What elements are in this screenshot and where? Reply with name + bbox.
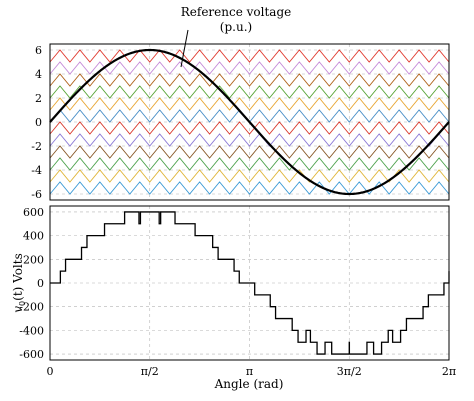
y-axis-label-rest: (t) Volts — [11, 253, 25, 301]
bottom-y-tick-label: -600 — [19, 348, 44, 361]
bottom-x-tick-labels: 0 π/2 π 3π/2 2π — [47, 365, 457, 378]
annotation-arrow — [180, 29, 189, 68]
top-y-tick-label: 4 — [35, 68, 42, 81]
bottom-y-tick-label: -400 — [19, 324, 44, 337]
annotation-text-line2: (p.u.) — [220, 20, 252, 34]
carrier-wave — [49, 145, 450, 159]
carrier-wave — [49, 73, 450, 87]
y-axis-label-sub: 0 — [18, 301, 27, 306]
bottom-x-tick-label: 3π/2 — [337, 365, 362, 378]
top-y-tick-label: -6 — [31, 188, 42, 201]
carrier-wave — [49, 181, 450, 195]
top-plot-frame — [49, 43, 450, 201]
bottom-y-tick-label: 200 — [23, 253, 44, 266]
output-voltage-step-line — [50, 211, 450, 355]
reference-voltage-line — [49, 48, 450, 196]
bottom-grid — [49, 206, 450, 360]
top-y-tick-label: 0 — [35, 116, 42, 129]
bottom-y-tick-label: -200 — [19, 301, 44, 314]
carrier-wave — [49, 97, 450, 111]
bottom-plot-frame — [49, 205, 450, 361]
carrier-wave — [49, 121, 450, 135]
carrier-wave — [49, 49, 450, 63]
bottom-x-tick-label: 2π — [442, 365, 456, 378]
bottom-x-tick-label: π — [246, 365, 253, 378]
top-y-tick-label: -2 — [31, 140, 42, 153]
carrier-wave — [49, 157, 450, 171]
top-y-tick-label: 6 — [35, 44, 42, 57]
bottom-x-tick-label: 0 — [47, 365, 54, 378]
carrier-wave — [49, 133, 450, 147]
reference-carrier-plot: 6 4 2 0 -2 -4 -6 Reference voltage (p.u.) — [31, 5, 450, 201]
x-axis-label: Angle (rad) — [214, 377, 284, 391]
y-axis-label-var: v — [11, 306, 25, 313]
top-y-tick-label: 2 — [35, 92, 42, 105]
top-y-tick-labels: 6 4 2 0 -2 -4 -6 — [31, 44, 42, 201]
bottom-y-tick-label: 400 — [23, 230, 44, 243]
carrier-waves — [49, 49, 450, 195]
bottom-y-tick-label: 600 — [23, 206, 44, 219]
bottom-y-tick-label: 0 — [37, 277, 44, 290]
y-axis-label: v0(t) Volts — [11, 253, 27, 312]
carrier-wave — [49, 169, 450, 183]
carrier-wave — [49, 61, 450, 75]
annotation-text-line1: Reference voltage — [181, 5, 291, 19]
bottom-x-tick-label: π/2 — [141, 365, 159, 378]
top-y-tick-label: -4 — [31, 164, 42, 177]
carrier-wave — [49, 85, 450, 99]
